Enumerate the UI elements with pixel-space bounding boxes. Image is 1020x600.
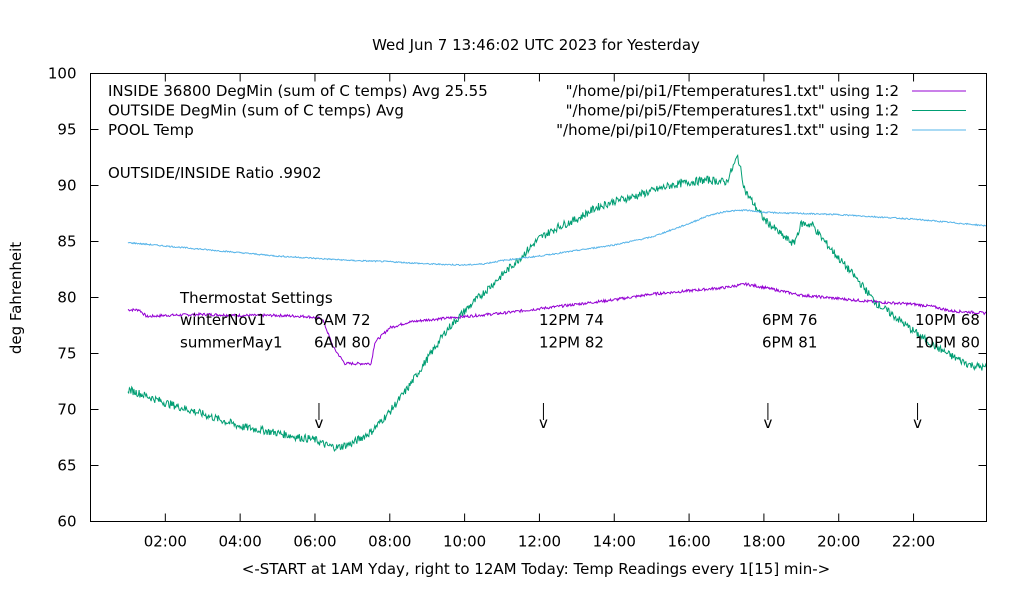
y-tick-label: 100	[48, 65, 77, 83]
y-tick-label: 60	[57, 513, 76, 531]
y-tick-label: 95	[57, 121, 76, 139]
thermostat-setting: 6AM 72	[314, 311, 371, 329]
series-line-pool	[127, 209, 987, 266]
x-tick-label: 22:00	[892, 533, 935, 551]
thermostat-setting: 6PM 76	[762, 311, 817, 329]
x-tick-label: 18:00	[742, 533, 785, 551]
thermostat-row-label: summerMay1	[180, 334, 283, 352]
thermostat-marker-glyph: v	[315, 414, 324, 432]
thermostat-setting: 6PM 81	[762, 334, 817, 352]
legend: INSIDE 36800 DegMin (sum of C temps) Avg…	[108, 82, 966, 139]
thermostat-marker-glyph: v	[763, 414, 772, 432]
plot-frame	[90, 73, 987, 522]
series-layer	[127, 154, 987, 453]
thermostat-row-label: winterNov1	[180, 311, 266, 329]
axis-ticks: 60 65 70 75 80 85 90 95 100 02:00 04:00 06:00 08:00 1…	[48, 65, 987, 551]
x-tick-label: 14:00	[593, 533, 636, 551]
x-tick-label: 08:00	[368, 533, 411, 551]
y-tick-label: 65	[57, 457, 76, 475]
y-tick-label: 85	[57, 233, 76, 251]
x-tick-label: 12:00	[518, 533, 561, 551]
thermostat-title: Thermostat Settings	[179, 289, 333, 307]
x-tick-label: 16:00	[667, 533, 710, 551]
legend-file-outside: "/home/pi/pi5/Ftemperatures1.txt" using …	[566, 102, 899, 120]
legend-name-outside: OUTSIDE DegMin (sum of C temps) Avg	[108, 102, 404, 120]
x-tick-label: 06:00	[293, 533, 336, 551]
legend-name-pool: POOL Temp	[108, 121, 194, 139]
thermostat-setting: 12PM 74	[539, 311, 604, 329]
thermostat-marker-glyph: v	[913, 414, 922, 432]
thermostat-setting: 10PM 68	[915, 311, 980, 329]
thermostat-setting: 10PM 80	[915, 334, 980, 352]
ratio-annotation: OUTSIDE/INSIDE Ratio .9902	[108, 164, 322, 182]
y-axis-label: deg Fahrenheit	[7, 242, 25, 354]
legend-file-pool: "/home/pi/pi10/Ftemperatures1.txt" using…	[556, 121, 899, 139]
chart-title: Wed Jun 7 13:46:02 UTC 2023 for Yesterda…	[372, 36, 700, 54]
thermostat-setting: 12PM 82	[539, 334, 604, 352]
y-tick-label: 80	[57, 289, 76, 307]
x-tick-label: 20:00	[817, 533, 860, 551]
y-tick-label: 75	[57, 345, 76, 363]
series-line-inside	[127, 281, 987, 366]
y-tick-label: 90	[57, 177, 76, 195]
x-tick-label: 02:00	[144, 533, 187, 551]
x-tick-label: 04:00	[219, 533, 262, 551]
legend-name-inside: INSIDE 36800 DegMin (sum of C temps) Avg…	[108, 82, 488, 100]
thermostat-setting: 6AM 80	[314, 334, 371, 352]
y-tick-label: 70	[57, 401, 76, 419]
thermostat-settings: winterNov1 6AM 72 12PM 74 6PM 76 10PM 68 summ…	[180, 311, 980, 432]
series-line-outside	[127, 154, 987, 453]
legend-file-inside: "/home/pi/pi1/Ftemperatures1.txt" using …	[566, 82, 899, 100]
x-axis-label: <-START at 1AM Yday, right to 12AM Today…	[242, 560, 830, 578]
x-tick-label: 10:00	[443, 533, 486, 551]
thermostat-marker-glyph: v	[539, 414, 548, 432]
